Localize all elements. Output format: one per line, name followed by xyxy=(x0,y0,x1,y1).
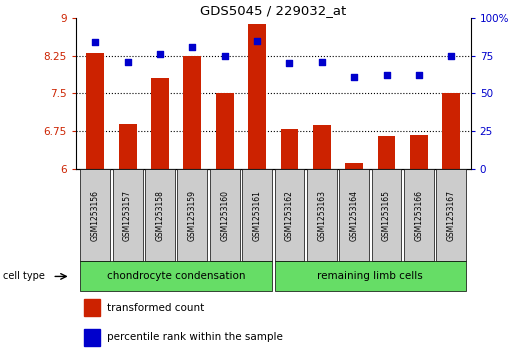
Text: GSM1253159: GSM1253159 xyxy=(188,189,197,241)
Point xyxy=(123,59,132,65)
Bar xyxy=(119,123,137,169)
Text: chondrocyte condensation: chondrocyte condensation xyxy=(107,272,245,281)
Bar xyxy=(378,136,395,169)
Text: cell type: cell type xyxy=(3,272,44,281)
Bar xyxy=(280,129,298,169)
Point xyxy=(285,60,293,66)
Text: GSM1253158: GSM1253158 xyxy=(155,189,165,241)
Bar xyxy=(184,56,201,169)
Point xyxy=(156,52,164,57)
Bar xyxy=(307,169,337,261)
Bar xyxy=(275,169,304,261)
Bar xyxy=(84,329,99,346)
Text: GSM1253156: GSM1253156 xyxy=(91,189,100,241)
Bar xyxy=(248,24,266,169)
Text: GSM1253165: GSM1253165 xyxy=(382,189,391,241)
Bar xyxy=(145,169,175,261)
Bar xyxy=(345,163,363,169)
Text: transformed count: transformed count xyxy=(107,302,204,313)
Text: GSM1253161: GSM1253161 xyxy=(253,189,262,241)
Text: GSM1253163: GSM1253163 xyxy=(317,189,326,241)
Point xyxy=(221,53,229,59)
Bar xyxy=(81,261,272,291)
Bar xyxy=(372,169,402,261)
Bar xyxy=(84,299,99,316)
Bar xyxy=(404,169,434,261)
Bar xyxy=(275,261,466,291)
Point xyxy=(382,73,391,78)
Text: percentile rank within the sample: percentile rank within the sample xyxy=(107,332,283,342)
Bar xyxy=(242,169,272,261)
Bar xyxy=(81,169,110,261)
Point xyxy=(188,44,197,50)
Bar xyxy=(177,169,207,261)
Bar xyxy=(151,78,169,169)
Title: GDS5045 / 229032_at: GDS5045 / 229032_at xyxy=(200,4,346,17)
Text: GSM1253164: GSM1253164 xyxy=(350,189,359,241)
Point xyxy=(253,38,262,44)
Bar xyxy=(410,135,428,169)
Text: GSM1253157: GSM1253157 xyxy=(123,189,132,241)
Text: remaining limb cells: remaining limb cells xyxy=(317,272,423,281)
Point xyxy=(91,39,99,45)
Bar xyxy=(442,94,460,169)
Bar xyxy=(339,169,369,261)
Text: GSM1253162: GSM1253162 xyxy=(285,189,294,241)
Bar xyxy=(210,169,240,261)
Point xyxy=(317,59,326,65)
Point xyxy=(447,53,456,59)
Bar xyxy=(113,169,142,261)
Bar xyxy=(216,94,234,169)
Text: GSM1253160: GSM1253160 xyxy=(220,189,229,241)
Point xyxy=(350,74,358,80)
Bar xyxy=(313,125,331,169)
Text: GSM1253166: GSM1253166 xyxy=(414,189,424,241)
Point xyxy=(415,73,423,78)
Text: GSM1253167: GSM1253167 xyxy=(447,189,456,241)
Bar xyxy=(86,53,104,169)
Bar xyxy=(436,169,466,261)
